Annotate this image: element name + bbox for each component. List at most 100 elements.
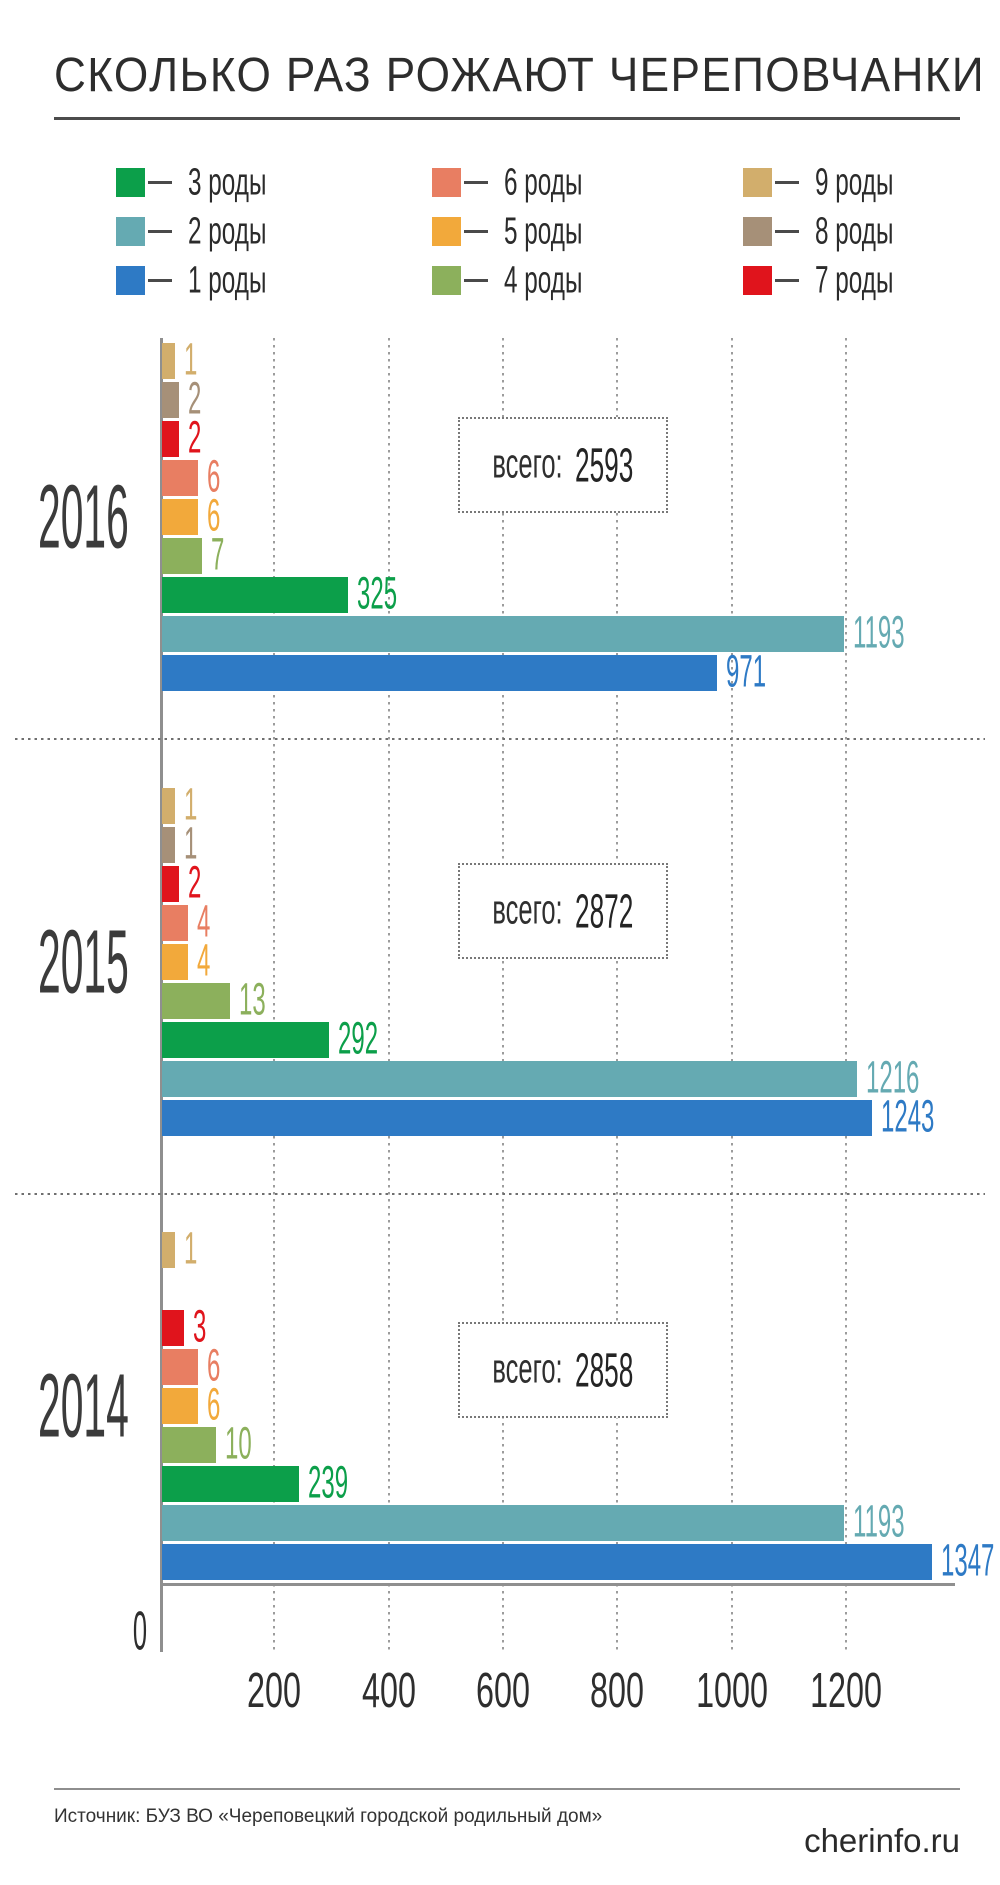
legend-dash-icon — [148, 181, 172, 184]
bar-row: 1193 — [160, 1498, 955, 1547]
bar-value-label: 1 — [184, 819, 198, 870]
legend-dash-icon — [775, 230, 799, 233]
year-group-2016: 2016 всего: 2593 1 2 2 6 6 7 325 1193 971 — [38, 336, 955, 698]
bar-value-label: 2 — [188, 413, 202, 464]
legend-swatch — [116, 168, 145, 197]
bar-value-label: 325 — [357, 569, 398, 620]
bar-value-label: 13 — [239, 975, 266, 1026]
bar-2-роды — [162, 1061, 857, 1097]
legend-dash-icon — [464, 230, 488, 233]
bar-value-label: 10 — [225, 1419, 252, 1470]
bar-4-роды — [162, 1427, 216, 1463]
legend-item: 1 роды — [116, 260, 336, 300]
bar-row: 6 — [160, 453, 955, 502]
bar-value-label: 971 — [726, 647, 767, 698]
bar-4-роды — [162, 983, 230, 1019]
bar-value-label: 6 — [207, 1341, 221, 1392]
total-box: всего: 2593 — [458, 417, 668, 513]
bar-value-label: 4 — [197, 897, 211, 948]
bar-row: 4 — [160, 898, 955, 947]
bar-value-label: 1 — [184, 1224, 198, 1275]
bar-row: 2 — [160, 414, 955, 463]
bar-1-роды — [162, 655, 717, 691]
legend-item: 8 роды — [743, 211, 963, 251]
bar-3-роды — [162, 1022, 329, 1058]
gridline — [845, 338, 847, 1652]
x-tick-label: 400 — [362, 1663, 416, 1719]
legend-item: 6 роды — [432, 162, 652, 202]
legend-dash-icon — [464, 279, 488, 282]
bar-row: 4 — [160, 937, 955, 986]
gridline — [388, 338, 390, 1652]
total-value: 2858 — [574, 1343, 634, 1397]
bar-6-роды — [162, 460, 198, 496]
bar-value-label: 1193 — [853, 1497, 905, 1548]
x-tick-zero-label: 0 — [132, 1601, 148, 1663]
bar-9-роды — [162, 343, 175, 379]
bar-value-label: 2 — [188, 858, 202, 909]
bar-9-роды — [162, 1232, 175, 1268]
legend-item: 3 роды — [116, 162, 336, 202]
legend-item: 2 роды — [116, 211, 336, 251]
bar-value-label: 1193 — [853, 608, 905, 659]
total-box: всего: 2872 — [458, 863, 668, 959]
bar-1-роды — [162, 1544, 932, 1580]
legend-label: 7 роды — [815, 258, 894, 301]
legend-label: 9 роды — [815, 160, 894, 203]
bar-value-label: 1243 — [881, 1092, 935, 1143]
year-separator — [15, 1193, 985, 1195]
bar-row: 10 — [160, 1420, 955, 1469]
bar-2-роды — [162, 616, 844, 652]
legend-label: 5 роды — [504, 209, 583, 252]
bar-row: 2 — [160, 375, 955, 424]
bar-7-роды — [162, 421, 179, 457]
y-axis-line — [160, 338, 163, 1652]
bar-row: 1243 — [160, 1093, 955, 1142]
bar-8-роды — [162, 827, 175, 863]
source-text: Источник: БУЗ ВО «Череповецкий городской… — [54, 1806, 603, 1827]
legend-label: 6 роды — [504, 160, 583, 203]
bar-row: 1 — [160, 820, 955, 869]
gridline — [731, 338, 733, 1652]
bar-5-роды — [162, 944, 188, 980]
bar-value-label: 1347 — [941, 1536, 995, 1587]
bar-value-label: 1 — [184, 780, 198, 831]
legend-label: 8 роды — [815, 209, 894, 252]
year-label: 2015 — [38, 911, 129, 1013]
x-tick-label: 1200 — [810, 1663, 882, 1719]
bar-row: 1216 — [160, 1054, 955, 1103]
x-axis-line — [160, 1583, 955, 1586]
bar-value-label: 4 — [197, 936, 211, 987]
legend-item: 9 роды — [743, 162, 963, 202]
x-tick-label: 600 — [476, 1663, 530, 1719]
bar-row: 6 — [160, 1381, 955, 1430]
bar-7-роды — [162, 1310, 184, 1346]
legend-swatch — [432, 266, 461, 295]
site-logo-text: cherinfo.ru — [804, 1822, 960, 1859]
gridline — [273, 338, 275, 1652]
legend-label: 1 роды — [188, 258, 267, 301]
bar-row: 13 — [160, 976, 955, 1025]
total-value: 2872 — [574, 884, 634, 938]
bar-value-label: 1 — [184, 335, 198, 386]
bar-row: 1 — [160, 781, 955, 830]
legend-swatch — [116, 266, 145, 295]
bar-value-label: 1216 — [866, 1053, 920, 1104]
bar-row: 1 — [160, 1225, 955, 1274]
bar-5-роды — [162, 1388, 198, 1424]
bar-1-роды — [162, 1100, 872, 1136]
legend-item: 4 роды — [432, 260, 652, 300]
footer-divider — [54, 1788, 960, 1790]
legend-label: 2 роды — [188, 209, 267, 252]
bar-row: 6 — [160, 492, 955, 541]
legend-dash-icon — [148, 230, 172, 233]
year-label: 2014 — [38, 1355, 129, 1457]
bar-2-роды — [162, 1505, 844, 1541]
bar-row: 292 — [160, 1015, 955, 1064]
bar-4-роды — [162, 538, 202, 574]
bar-value-label: 7 — [211, 530, 225, 581]
x-tick-label: 1000 — [696, 1663, 768, 1719]
bar-row: 6 — [160, 1342, 955, 1391]
year-group-2015: 2015 всего: 2872 1 1 2 4 4 13 292 1216 1243 — [38, 781, 955, 1143]
